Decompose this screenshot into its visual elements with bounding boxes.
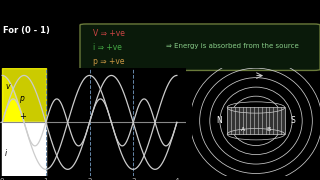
Text: v: v (6, 82, 10, 91)
Text: i ⇒ +ve: i ⇒ +ve (93, 43, 122, 52)
Text: p ⇒ +ve: p ⇒ +ve (93, 57, 124, 66)
Text: ⇒ Energy is absorbed from the source: ⇒ Energy is absorbed from the source (166, 43, 299, 49)
Text: B: B (267, 127, 271, 132)
FancyBboxPatch shape (80, 24, 320, 70)
Bar (2, 122, 46, 176)
Bar (2, 68, 46, 122)
Text: A: A (241, 127, 245, 132)
Text: V ⇒ +ve: V ⇒ +ve (93, 29, 125, 38)
Text: i: i (4, 149, 6, 158)
Text: N: N (216, 116, 222, 125)
Text: For (0 - 1): For (0 - 1) (3, 26, 50, 35)
Text: S: S (291, 116, 295, 125)
Bar (227, 107, 285, 134)
Text: Magnetisation and Demagnetisation of an Inductor: Magnetisation and Demagnetisation of an … (3, 7, 284, 17)
Text: p: p (19, 94, 24, 103)
Text: +: + (20, 112, 27, 121)
